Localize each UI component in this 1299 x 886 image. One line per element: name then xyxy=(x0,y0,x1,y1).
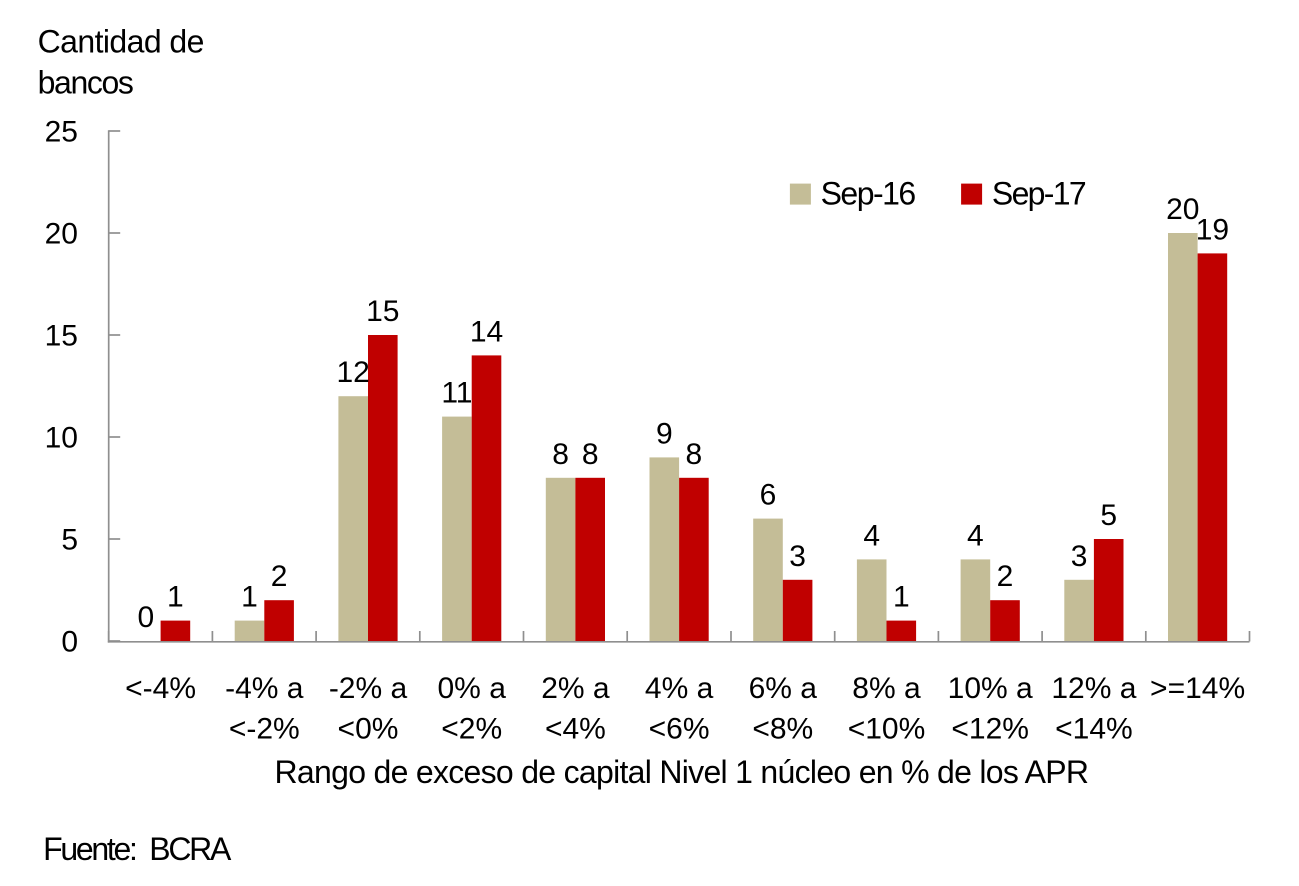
svg-text:2: 2 xyxy=(997,560,1014,593)
svg-text:Cantidad de: Cantidad de xyxy=(38,24,205,60)
svg-text:12: 12 xyxy=(337,356,370,389)
svg-text:10: 10 xyxy=(45,422,78,455)
svg-text:12% a: 12% a xyxy=(1051,672,1136,705)
svg-text:<-4%: <-4% xyxy=(125,672,196,705)
svg-text:14: 14 xyxy=(470,315,503,348)
svg-text:2% a: 2% a xyxy=(541,672,610,705)
svg-text:bancos: bancos xyxy=(38,65,134,101)
svg-text:<2%: <2% xyxy=(441,713,502,746)
svg-text:8% a: 8% a xyxy=(852,672,921,705)
svg-text:Rango de exceso de capital Niv: Rango de exceso de capital Nivel 1 núcle… xyxy=(275,754,1090,790)
svg-text:8: 8 xyxy=(582,438,599,471)
svg-text:<8%: <8% xyxy=(752,713,813,746)
svg-text:<4%: <4% xyxy=(545,713,606,746)
svg-text:0: 0 xyxy=(137,601,154,634)
svg-text:<10%: <10% xyxy=(848,713,926,746)
svg-text:-2% a: -2% a xyxy=(329,672,408,705)
svg-text:0: 0 xyxy=(61,626,78,659)
svg-text:Sep-17: Sep-17 xyxy=(992,176,1087,212)
svg-text:10% a: 10% a xyxy=(948,672,1033,705)
svg-text:1: 1 xyxy=(241,581,258,614)
svg-text:5: 5 xyxy=(61,524,78,557)
svg-text:4% a: 4% a xyxy=(645,672,714,705)
svg-text:<6%: <6% xyxy=(649,713,710,746)
svg-text:4: 4 xyxy=(967,519,984,552)
svg-text:20: 20 xyxy=(45,218,78,251)
svg-text:8: 8 xyxy=(552,438,569,471)
svg-text:15: 15 xyxy=(366,295,399,328)
svg-text:5: 5 xyxy=(1100,499,1117,532)
svg-text:9: 9 xyxy=(656,417,673,450)
svg-text:0% a: 0% a xyxy=(438,672,507,705)
svg-text:4: 4 xyxy=(863,519,880,552)
svg-text:3: 3 xyxy=(789,540,806,573)
svg-text:Sep-16: Sep-16 xyxy=(821,176,917,212)
svg-text:1: 1 xyxy=(167,581,184,614)
svg-text:Fuente: BCRA: Fuente: BCRA xyxy=(43,831,232,867)
svg-text:<0%: <0% xyxy=(338,713,399,746)
svg-text:6% a: 6% a xyxy=(749,672,818,705)
svg-text:6: 6 xyxy=(760,479,777,512)
svg-text:25: 25 xyxy=(45,116,78,149)
svg-text:<12%: <12% xyxy=(951,713,1029,746)
svg-text:<-2%: <-2% xyxy=(229,713,300,746)
svg-text:1: 1 xyxy=(893,581,910,614)
svg-text:19: 19 xyxy=(1196,213,1229,246)
svg-text:15: 15 xyxy=(45,320,78,353)
svg-text:3: 3 xyxy=(1071,540,1088,573)
svg-text:>=14%: >=14% xyxy=(1150,672,1245,705)
svg-text:<14%: <14% xyxy=(1055,713,1133,746)
svg-text:2: 2 xyxy=(271,560,288,593)
svg-text:11: 11 xyxy=(441,377,472,410)
svg-text:8: 8 xyxy=(686,438,703,471)
svg-text:-4% a: -4% a xyxy=(225,672,304,705)
svg-text:20: 20 xyxy=(1166,193,1199,226)
